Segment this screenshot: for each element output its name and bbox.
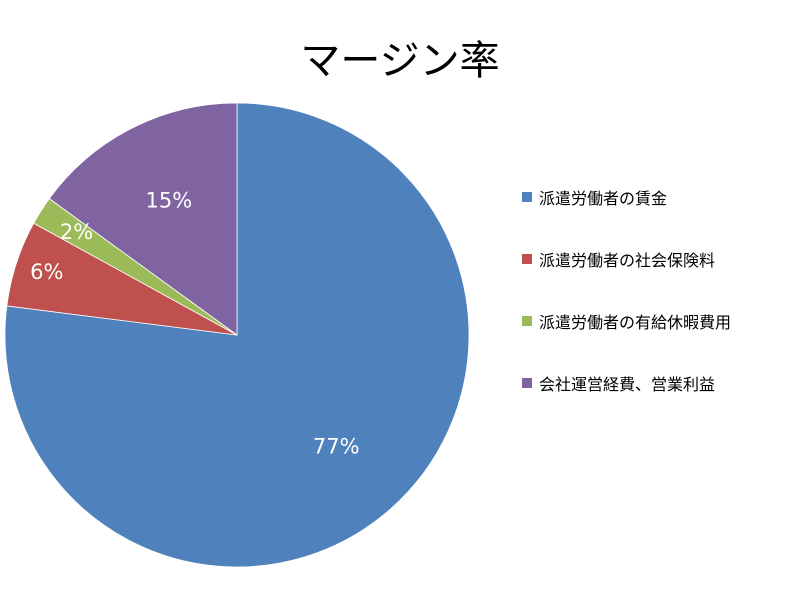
legend-swatch [522, 378, 532, 388]
legend-label: 派遣労働者の有給休暇費用 [539, 313, 732, 332]
chart-title: マージン率 [300, 38, 500, 84]
legend-swatch [522, 316, 532, 326]
legend-item: 派遣労働者の社会保険料 [522, 247, 731, 271]
legend: 派遣労働者の賃金派遣労働者の社会保険料 派遣労働者の有給休暇費用 会社運営経費、営業… [522, 185, 731, 433]
legend-label: 会社運営経費、営業利益 [539, 375, 716, 394]
pie-slice [48, 102, 238, 336]
legend-swatch [522, 192, 532, 202]
slice-percent-label: 15% [146, 188, 193, 212]
legend-label: 派遣労働者の社会保険料 [539, 251, 716, 270]
legend-item: 派遣労働者の有給休暇費用 [522, 309, 731, 333]
legend-item: 派遣労働者の賃金 [522, 185, 731, 209]
legend-item: 会社運営経費、営業利益 [522, 371, 731, 395]
slice-percent-label: 2% [60, 220, 93, 244]
legend-swatch [522, 254, 532, 264]
legend-label: 派遣労働者の賃金 [539, 189, 668, 208]
slice-percent-label: 77% [313, 435, 360, 459]
slice-percent-label: 6% [30, 260, 63, 284]
